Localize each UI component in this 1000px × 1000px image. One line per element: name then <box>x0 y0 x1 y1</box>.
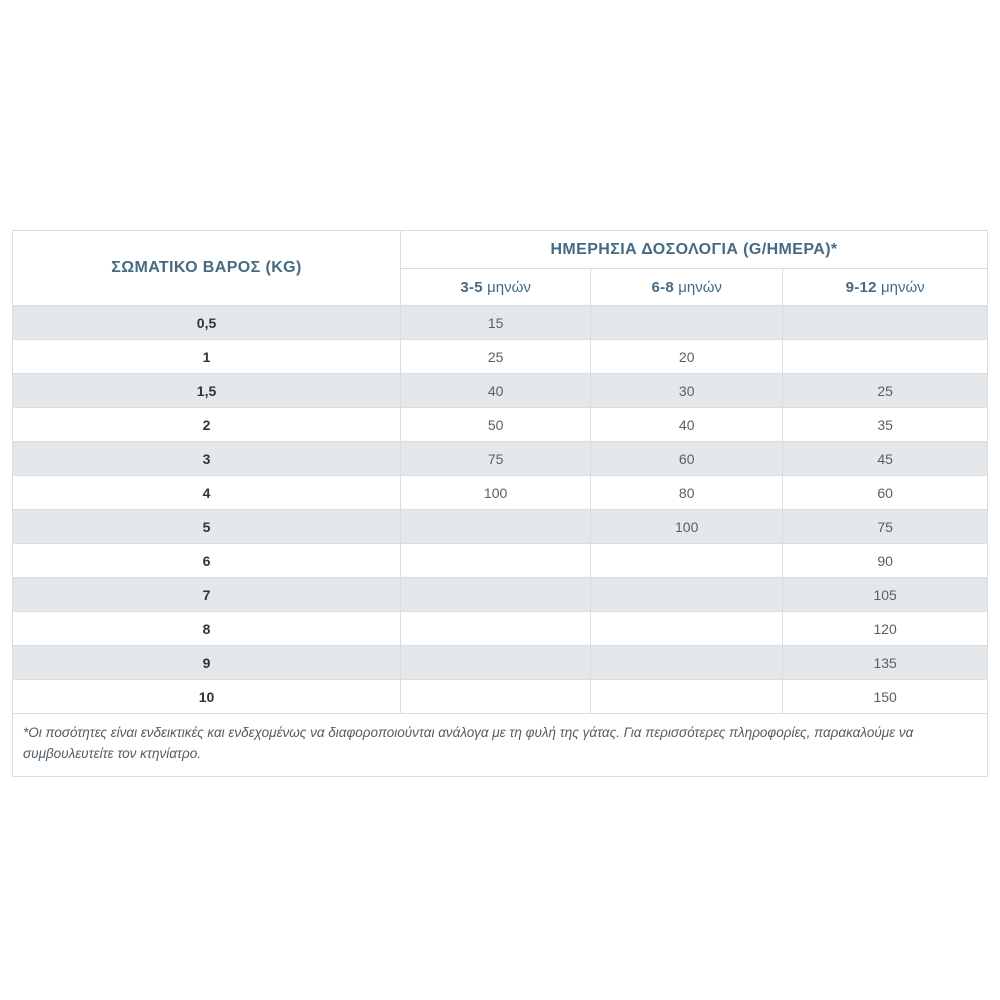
table-row: 6 90 <box>11 543 988 578</box>
table-row: 2 50 40 35 <box>11 407 988 442</box>
dosage-cell: 40 <box>590 407 784 442</box>
dosage-cell: 120 <box>782 611 988 646</box>
table-row: 9 135 <box>11 645 988 680</box>
table-row: 7 105 <box>11 577 988 612</box>
dosage-cell <box>400 645 592 680</box>
dosage-cell <box>400 679 592 714</box>
dosage-cell: 35 <box>782 407 988 442</box>
dosage-cell <box>782 339 988 374</box>
age-range-label: 6-8 <box>651 278 675 296</box>
weight-cell: 4 <box>11 475 402 510</box>
dosage-cell: 90 <box>782 543 988 578</box>
dosage-cell <box>400 543 592 578</box>
dosage-cell <box>400 611 592 646</box>
dosage-table-body: 0,5 15 1 25 20 1,5 40 30 25 2 50 40 35 3 75 60 45 4 100 80 6… <box>11 305 988 714</box>
dosage-cell: 80 <box>590 475 784 510</box>
age-column-3-5-months: 3-5 μηνών <box>400 268 592 306</box>
dosage-table: ΣΩΜΑΤΙΚΟ ΒΑΡΟΣ (KG) ΗΜΕΡΗΣΙΑ ΔΟΣΟΛΟΓΙΑ (… <box>11 230 988 777</box>
age-column-9-12-months: 9-12 μηνών <box>782 268 988 306</box>
table-row: 8 120 <box>11 611 988 646</box>
dosage-cell <box>782 305 988 340</box>
dosage-cell: 45 <box>782 441 988 476</box>
dosage-cell: 60 <box>782 475 988 510</box>
age-range-label: 3-5 <box>460 278 483 296</box>
dosage-cell: 50 <box>400 407 592 442</box>
dosage-cell: 20 <box>590 339 784 374</box>
weight-cell: 6 <box>11 543 402 578</box>
table-row: 1,5 40 30 25 <box>11 373 988 408</box>
dosage-cell: 15 <box>400 305 592 340</box>
dosage-cell: 25 <box>400 339 592 374</box>
age-column-6-8-months: 6-8 μηνών <box>590 268 784 306</box>
footnote-row: *Οι ποσότητες είναι ενδεικτικές και ενδε… <box>12 713 988 777</box>
weight-cell: 7 <box>11 577 402 612</box>
table-footer: *Οι ποσότητες είναι ενδεικτικές και ενδε… <box>12 713 988 777</box>
table-row: 3 75 60 45 <box>11 441 988 476</box>
dosage-cell: 100 <box>400 475 592 510</box>
daily-dosage-header: ΗΜΕΡΗΣΙΑ ΔΟΣΟΛΟΓΙΑ (G/ΗΜΕΡΑ)* <box>400 230 988 269</box>
table-header: ΣΩΜΑΤΙΚΟ ΒΑΡΟΣ (KG) ΗΜΕΡΗΣΙΑ ΔΟΣΟΛΟΓΙΑ (… <box>11 230 988 306</box>
dosage-cell <box>400 509 592 544</box>
dosage-cell <box>590 305 784 340</box>
dosage-cell <box>590 543 784 578</box>
weight-cell: 3 <box>11 441 402 476</box>
header-row-main: ΣΩΜΑΤΙΚΟ ΒΑΡΟΣ (KG) ΗΜΕΡΗΣΙΑ ΔΟΣΟΛΟΓΙΑ (… <box>11 230 988 306</box>
dosage-cell: 105 <box>782 577 988 612</box>
age-range-label: 9-12 <box>845 278 877 296</box>
header-row-ages: 3-5 μηνών 6-8 μηνών 9-12 μηνών <box>13 268 988 306</box>
footnote-text: *Οι ποσότητες είναι ενδεικτικές και ενδε… <box>12 713 988 777</box>
dosage-cell: 25 <box>782 373 988 408</box>
age-unit-label: μηνών <box>880 278 925 296</box>
dosage-cell <box>590 611 784 646</box>
weight-cell: 5 <box>11 509 402 544</box>
age-unit-label: μηνών <box>678 278 722 296</box>
dosage-cell <box>590 577 784 612</box>
weight-cell: 1 <box>11 339 402 374</box>
dosage-cell: 30 <box>590 373 784 408</box>
weight-cell: 1,5 <box>11 373 402 408</box>
dosage-cell: 60 <box>590 441 784 476</box>
age-unit-label: μηνών <box>487 278 531 296</box>
dosage-cell: 40 <box>400 373 592 408</box>
table-row: 4 100 80 60 <box>11 475 988 510</box>
dosage-cell: 75 <box>782 509 988 544</box>
weight-cell: 10 <box>11 679 402 714</box>
dosage-cell: 100 <box>590 509 784 544</box>
weight-cell: 2 <box>11 407 402 442</box>
weight-column-header: ΣΩΜΑΤΙΚΟ ΒΑΡΟΣ (KG) <box>11 230 402 306</box>
dosage-cell <box>590 679 784 714</box>
weight-cell: 8 <box>11 611 402 646</box>
table-row: 1 25 20 <box>11 339 988 374</box>
dosage-cell <box>590 645 784 680</box>
table-row: 0,5 15 <box>11 305 988 340</box>
dosage-cell: 75 <box>400 441 592 476</box>
weight-cell: 0,5 <box>11 305 402 340</box>
table-row: 10 150 <box>11 679 988 714</box>
dosage-cell: 135 <box>782 645 988 680</box>
dosage-cell: 150 <box>782 679 988 714</box>
feeding-dosage-table: ΣΩΜΑΤΙΚΟ ΒΑΡΟΣ (KG) ΗΜΕΡΗΣΙΑ ΔΟΣΟΛΟΓΙΑ (… <box>11 230 988 777</box>
weight-cell: 9 <box>11 645 402 680</box>
dosage-cell <box>400 577 592 612</box>
table-row: 5 100 75 <box>11 509 988 544</box>
